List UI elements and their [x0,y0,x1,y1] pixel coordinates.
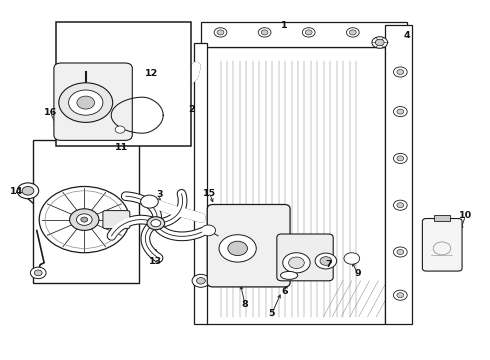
Bar [434,215,450,221]
Circle shape [289,257,304,269]
Circle shape [81,217,88,222]
Text: 15: 15 [203,189,216,198]
Circle shape [39,186,129,253]
Circle shape [346,28,359,37]
Circle shape [258,28,271,37]
Text: 2: 2 [188,105,195,114]
Text: 13: 13 [149,256,162,265]
Circle shape [69,90,103,115]
Circle shape [201,225,216,236]
Circle shape [305,30,312,35]
Circle shape [192,274,210,287]
FancyBboxPatch shape [54,63,132,140]
Text: 3: 3 [156,190,163,199]
Circle shape [219,235,256,262]
Circle shape [77,96,95,109]
Circle shape [349,30,356,35]
Circle shape [147,217,165,230]
Circle shape [393,107,407,117]
Circle shape [164,104,184,119]
FancyBboxPatch shape [422,219,462,271]
Text: 11: 11 [115,143,128,152]
Circle shape [151,220,161,227]
Text: 12: 12 [145,69,159,78]
Circle shape [196,278,205,284]
Circle shape [372,37,388,48]
Circle shape [22,186,34,195]
Circle shape [397,109,404,114]
Circle shape [397,249,404,255]
Circle shape [30,267,46,279]
Polygon shape [201,22,407,47]
Circle shape [34,270,42,276]
Circle shape [115,126,125,133]
Text: 7: 7 [325,260,332,269]
Text: 16: 16 [44,108,57,117]
Circle shape [393,67,407,77]
Circle shape [397,203,404,208]
Circle shape [59,83,113,122]
Bar [33,140,139,283]
Circle shape [214,28,227,37]
Text: 9: 9 [354,269,361,278]
Circle shape [320,257,332,265]
Text: 6: 6 [281,287,288,296]
Circle shape [393,200,407,210]
Circle shape [302,28,315,37]
Circle shape [397,293,404,298]
Circle shape [375,39,384,46]
Bar [56,22,191,146]
Circle shape [70,209,99,230]
Bar [206,47,385,324]
Circle shape [217,30,224,35]
Circle shape [344,253,360,264]
Bar [385,25,412,324]
Text: 5: 5 [269,309,275,318]
Text: 8: 8 [242,300,248,309]
Circle shape [76,214,92,225]
FancyBboxPatch shape [277,234,333,281]
Circle shape [393,247,407,257]
Circle shape [393,153,407,163]
Circle shape [228,241,247,256]
Circle shape [397,69,404,75]
Text: 4: 4 [403,31,410,40]
Circle shape [141,195,158,208]
Circle shape [17,183,39,199]
Circle shape [315,253,337,269]
FancyBboxPatch shape [103,211,130,229]
Circle shape [397,156,404,161]
Bar [194,43,207,324]
FancyBboxPatch shape [207,204,290,287]
Text: 10: 10 [459,211,472,220]
Text: 14: 14 [9,187,23,196]
Ellipse shape [280,271,297,279]
Circle shape [261,30,268,35]
Circle shape [393,290,407,300]
Text: 1: 1 [281,21,288,30]
Circle shape [283,253,310,273]
